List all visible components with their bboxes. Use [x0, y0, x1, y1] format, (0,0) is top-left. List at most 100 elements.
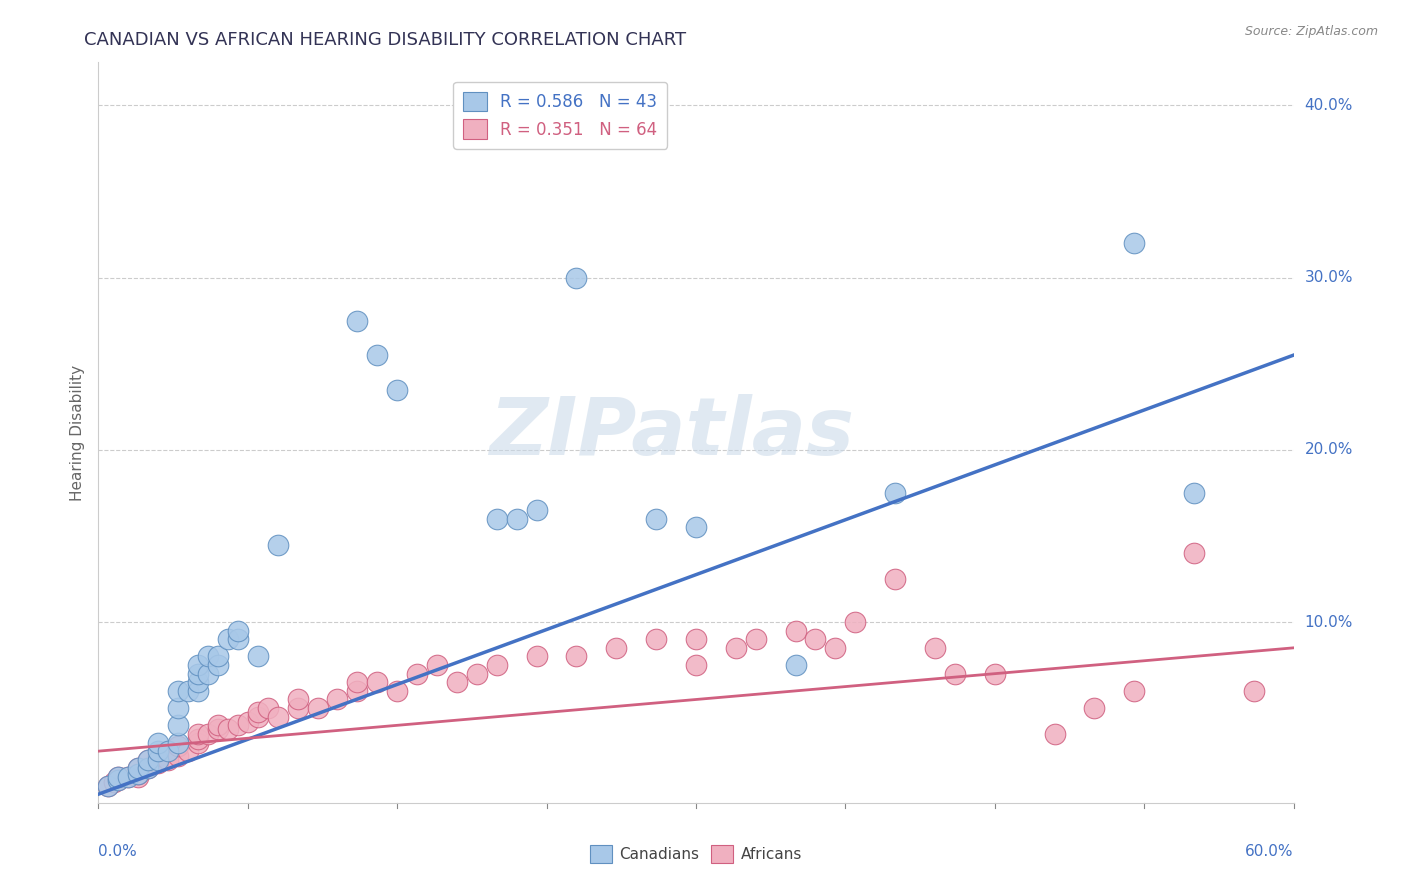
Point: [217, 632, 239, 647]
Point: [217, 722, 239, 736]
Point: [565, 649, 588, 664]
Point: [187, 675, 209, 690]
Point: [943, 666, 966, 681]
Point: [724, 640, 747, 655]
Point: [1083, 701, 1105, 715]
Point: [177, 744, 200, 758]
Point: [117, 770, 139, 784]
Point: [1182, 546, 1205, 560]
Point: [385, 684, 409, 698]
Point: [167, 739, 190, 753]
Point: [526, 503, 548, 517]
Point: [526, 649, 548, 664]
Point: [785, 658, 807, 673]
Point: [1182, 486, 1205, 500]
Point: [187, 735, 209, 749]
Point: [645, 512, 668, 526]
Point: [426, 658, 449, 673]
Point: [307, 701, 329, 715]
Point: [187, 658, 209, 673]
Point: [136, 753, 159, 767]
Point: [246, 709, 269, 723]
Point: [446, 675, 468, 690]
Point: [287, 692, 309, 706]
Point: [785, 624, 807, 638]
Point: [745, 632, 768, 647]
Point: [136, 761, 159, 775]
Text: ZIPatlas: ZIPatlas: [489, 393, 855, 472]
Point: [167, 684, 190, 698]
Point: [207, 718, 229, 732]
Text: 0.0%: 0.0%: [98, 845, 138, 860]
Point: [844, 615, 866, 629]
Text: 60.0%: 60.0%: [1246, 845, 1294, 860]
Point: [256, 701, 278, 715]
Point: [148, 744, 170, 758]
Point: [1123, 684, 1146, 698]
Point: [385, 383, 409, 397]
Point: [226, 718, 249, 732]
Point: [167, 718, 190, 732]
Point: [267, 537, 290, 551]
Point: [246, 705, 269, 719]
Point: [148, 756, 170, 771]
Point: [884, 486, 907, 500]
Point: [226, 624, 249, 638]
Text: Source: ZipAtlas.com: Source: ZipAtlas.com: [1244, 25, 1378, 38]
Point: [117, 770, 139, 784]
Point: [565, 270, 588, 285]
Text: 20.0%: 20.0%: [1305, 442, 1353, 458]
Text: 30.0%: 30.0%: [1305, 270, 1353, 285]
Point: [107, 773, 129, 788]
Text: 40.0%: 40.0%: [1305, 98, 1353, 113]
Point: [103, 775, 125, 789]
Point: [107, 773, 129, 788]
Y-axis label: Hearing Disability: Hearing Disability: [69, 365, 84, 500]
Point: [645, 632, 668, 647]
Point: [485, 512, 508, 526]
Point: [197, 649, 219, 664]
Point: [326, 692, 349, 706]
Point: [685, 632, 707, 647]
Point: [136, 761, 159, 775]
Point: [506, 512, 529, 526]
Point: [685, 658, 707, 673]
Point: [346, 314, 368, 328]
Point: [177, 684, 200, 698]
Point: [246, 649, 269, 664]
Point: [148, 749, 170, 764]
Point: [127, 761, 149, 775]
Point: [1123, 236, 1146, 251]
Point: [207, 649, 229, 664]
Point: [1043, 727, 1066, 741]
Point: [187, 732, 209, 747]
Point: [187, 727, 209, 741]
Point: [127, 770, 149, 784]
Point: [127, 766, 149, 780]
Point: [187, 666, 209, 681]
Point: [685, 520, 707, 534]
Point: [107, 770, 129, 784]
Point: [127, 761, 149, 775]
Point: [207, 722, 229, 736]
Point: [167, 749, 190, 764]
Point: [207, 658, 229, 673]
Point: [197, 666, 219, 681]
Point: [136, 753, 159, 767]
Point: [406, 666, 429, 681]
Text: 10.0%: 10.0%: [1305, 615, 1353, 630]
Point: [287, 701, 309, 715]
Point: [167, 735, 190, 749]
Point: [346, 684, 368, 698]
Point: [97, 779, 120, 793]
Point: [148, 735, 170, 749]
Point: [157, 753, 180, 767]
Point: [167, 701, 190, 715]
Point: [267, 709, 290, 723]
Point: [346, 675, 368, 690]
Text: CANADIAN VS AFRICAN HEARING DISABILITY CORRELATION CHART: CANADIAN VS AFRICAN HEARING DISABILITY C…: [84, 31, 686, 49]
Point: [97, 779, 120, 793]
Point: [226, 632, 249, 647]
Point: [804, 632, 827, 647]
Point: [605, 640, 627, 655]
